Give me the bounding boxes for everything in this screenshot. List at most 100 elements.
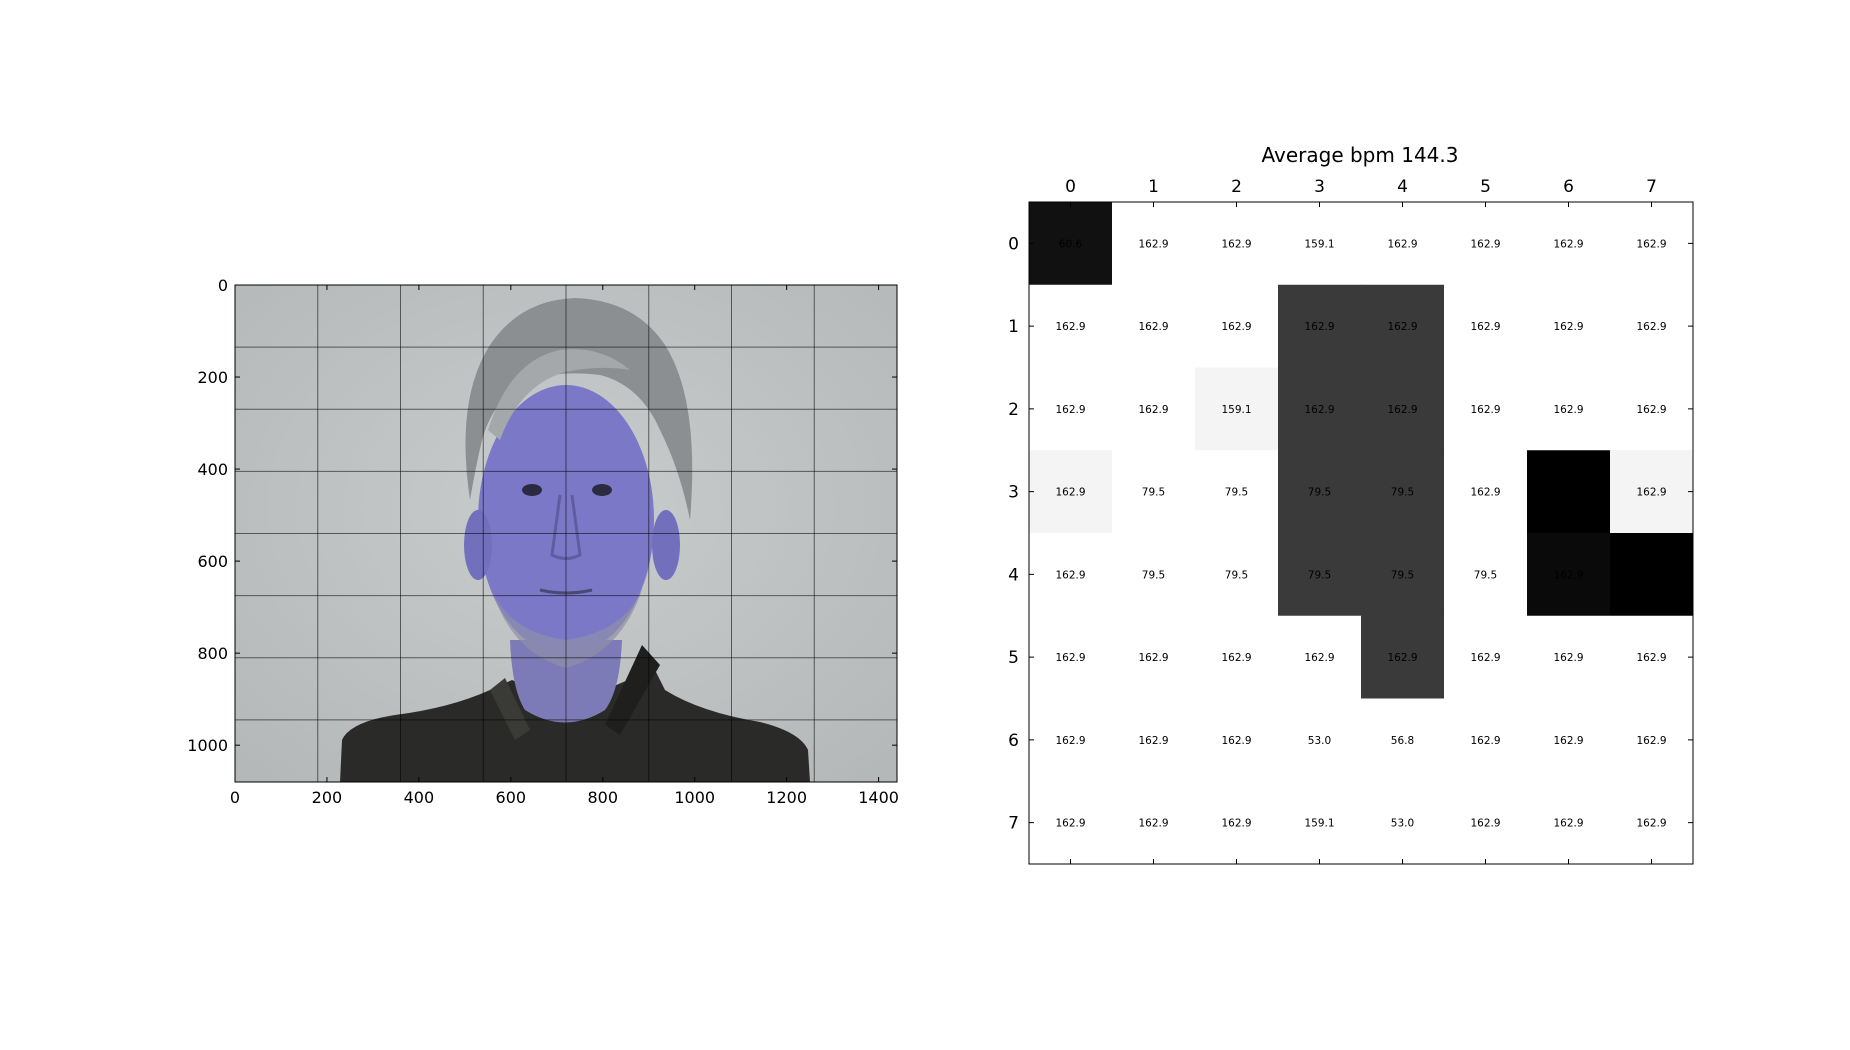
- heatmap-cell-label-1-6: 162.9: [1553, 321, 1583, 333]
- heatmap-cell-5-2: [1195, 615, 1279, 699]
- heatmap-cell-label-4-6: 162.9: [1553, 569, 1583, 581]
- heatmap-cell-label-7-4: 53.0: [1391, 818, 1414, 830]
- heatmap-cell-7-1: [1112, 781, 1196, 865]
- heatmap-cell-1-6: [1527, 284, 1611, 368]
- heatmap-cell-label-6-2: 162.9: [1221, 735, 1251, 747]
- heatmap-cell-4-6: [1527, 533, 1611, 617]
- heatmap-cell-0-2: [1195, 202, 1279, 286]
- heatmap-cell-label-6-5: 162.9: [1470, 735, 1500, 747]
- heatmap-cell-6-0: [1029, 698, 1113, 782]
- heatmap-cell-label-0-3: 159.1: [1304, 238, 1334, 250]
- heatmap-cell-5-5: [1444, 615, 1528, 699]
- heatmap-cell-label-7-6: 162.9: [1553, 818, 1583, 830]
- heatmap-cell-5-0: [1029, 615, 1113, 699]
- heatmap-axes-frame: [1028, 201, 1694, 865]
- left-ear-shape: [464, 510, 492, 580]
- photo-axes-frame: [234, 284, 898, 783]
- right-ear-shape: [652, 510, 680, 580]
- heatmap-cell-0-6: [1527, 202, 1611, 286]
- heatmap-cell-label-4-4: 79.5: [1391, 569, 1414, 581]
- heatmap-cell-3-1: [1112, 450, 1196, 534]
- photo-axis-ticks: 0 200 400 600 800 1000 1200 1400 0 200 400 600 800 10…: [187, 276, 899, 807]
- heatmap-cell-0-0: [1029, 202, 1113, 286]
- heatmap-cell-label-3-7: 162.9: [1636, 487, 1666, 499]
- photo-xtick-label-4: 800: [588, 788, 619, 807]
- heatmap-cell-label-3-6: 162.9: [1553, 487, 1583, 499]
- heatmap-cell-4-1: [1112, 533, 1196, 617]
- photo-subplot: 0 200 400 600 800 1000 1200 1400 0 200 400 600 800 10…: [187, 276, 899, 807]
- heatmap-cell-4-5: [1444, 533, 1528, 617]
- heatmap-cell-6-5: [1444, 698, 1528, 782]
- photo-ytick-label-0: 0: [218, 276, 228, 295]
- heatmap-xtick-label-2: 2: [1231, 177, 1242, 197]
- heatmap-cell-1-3: [1278, 284, 1362, 368]
- heatmap-cell-4-0: [1029, 533, 1113, 617]
- heatmap-cell-label-4-2: 79.5: [1225, 569, 1248, 581]
- heatmap-cell-label-5-3: 162.9: [1304, 652, 1334, 664]
- heatmap-cell-0-1: [1112, 202, 1196, 286]
- heatmap-cell-label-3-2: 79.5: [1225, 487, 1248, 499]
- heatmap-cell-label-5-7: 162.9: [1636, 652, 1666, 664]
- heatmap-cell-label-2-4: 162.9: [1387, 404, 1417, 416]
- heatmap-axis-ticks: 0 1 2 3 4 5 6 7 0 1 2 3 4 5 6 7: [1008, 177, 1693, 864]
- heatmap-cell-label-4-5: 79.5: [1474, 569, 1497, 581]
- heatmap-cell-5-6: [1527, 615, 1611, 699]
- heatmap-ytick-label-4: 4: [1008, 565, 1019, 585]
- heatmap-subplot: Average bpm 144.3 60.6 162.9 162.9 159.1 162…: [1008, 143, 1694, 865]
- photo-ytick-label-1: 200: [197, 368, 228, 387]
- photo-xtick-label-1: 200: [312, 788, 343, 807]
- heatmap-cell-label-0-0: 60.6: [1059, 238, 1083, 250]
- heatmap-cell-7-6: [1527, 781, 1611, 865]
- heatmap-cell-6-4: [1361, 698, 1445, 782]
- heatmap-cell-label-2-5: 162.9: [1470, 404, 1500, 416]
- heatmap-cell-label-2-1: 162.9: [1138, 404, 1168, 416]
- heatmap-cell-3-2: [1195, 450, 1279, 534]
- heatmap-cell-label-3-4: 79.5: [1391, 487, 1414, 499]
- heatmap-cell-label-2-7: 162.9: [1636, 404, 1666, 416]
- heatmap-cell-7-3: [1278, 781, 1362, 865]
- heatmap-cell-4-7: [1610, 533, 1694, 617]
- stubble-shape: [485, 560, 650, 668]
- heatmap-cell-label-1-2: 162.9: [1221, 321, 1251, 333]
- heatmap-cell-6-6: [1527, 698, 1611, 782]
- heatmap-cell-7-4: [1361, 781, 1445, 865]
- photo-xtick-label-5: 1000: [674, 788, 715, 807]
- heatmap-cell-1-2: [1195, 284, 1279, 368]
- heatmap-cell-label-6-1: 162.9: [1138, 735, 1168, 747]
- photo-xtick-label-6: 1200: [766, 788, 807, 807]
- heatmap-cell-label-1-1: 162.9: [1138, 321, 1168, 333]
- heatmap-xtick-label-0: 0: [1065, 177, 1076, 197]
- heatmap-cell-label-0-6: 162.9: [1553, 238, 1583, 250]
- heatmap-cell-label-6-7: 162.9: [1636, 735, 1666, 747]
- heatmap-cell-label-1-3: 162.9: [1304, 321, 1334, 333]
- heatmap-xtick-label-1: 1: [1148, 177, 1159, 197]
- heatmap-cell-label-3-0: 162.9: [1055, 487, 1085, 499]
- heatmap-cell-6-1: [1112, 698, 1196, 782]
- heatmap-ytick-label-0: 0: [1008, 234, 1019, 254]
- heatmap-cell-3-7: [1610, 450, 1694, 534]
- heatmap-cell-7-0: [1029, 781, 1113, 865]
- heatmap-cell-label-0-7: 162.9: [1636, 238, 1666, 250]
- heatmap-title: Average bpm 144.3: [1262, 143, 1459, 167]
- heatmap-cell-0-4: [1361, 202, 1445, 286]
- heatmap-cell-2-2: [1195, 367, 1279, 451]
- heatmap-cell-label-7-1: 162.9: [1138, 818, 1168, 830]
- heatmap-cell-2-6: [1527, 367, 1611, 451]
- heatmap-cell-label-4-0: 162.9: [1055, 569, 1085, 581]
- heatmap-cell-5-1: [1112, 615, 1196, 699]
- heatmap-cell-2-3: [1278, 367, 1362, 451]
- heatmap-cell-6-7: [1610, 698, 1694, 782]
- heatmap-cell-label-6-0: 162.9: [1055, 735, 1085, 747]
- collar-left-shape: [490, 678, 530, 740]
- right-eye-shape: [592, 484, 612, 496]
- heatmap-cell-label-1-4: 162.9: [1387, 321, 1417, 333]
- heatmap-cell-label-7-7: 162.9: [1636, 818, 1666, 830]
- heatmap-cell-label-0-1: 162.9: [1138, 238, 1168, 250]
- photo-xtick-label-2: 400: [404, 788, 435, 807]
- heatmap-ytick-label-7: 7: [1008, 814, 1019, 834]
- photo-ytick-label-5: 1000: [187, 736, 228, 755]
- heatmap-cell-label-1-0: 162.9: [1055, 321, 1085, 333]
- heatmap-cell-label-2-0: 162.9: [1055, 404, 1085, 416]
- heatmap-cell-label-6-4: 56.8: [1391, 735, 1414, 747]
